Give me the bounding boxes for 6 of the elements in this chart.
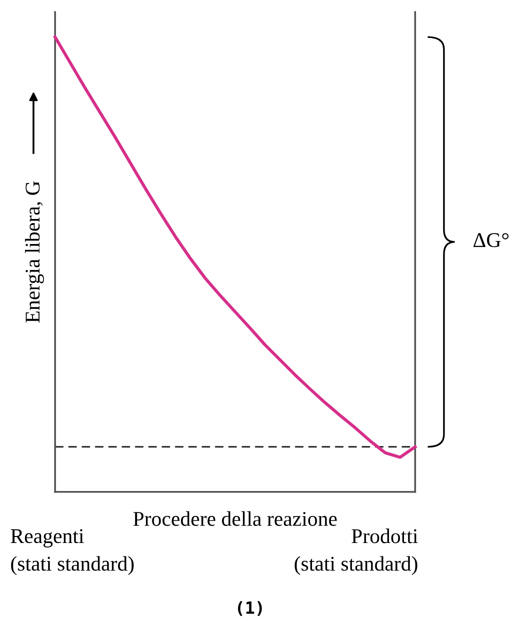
text: (1) [238,601,262,616]
text: Prodotti (stati standard) [294,528,418,576]
y-axis-title: Energia libera, G [25,181,44,323]
text: Reagenti (stati standard) [10,529,134,576]
text: ΔG° [474,233,509,248]
x-axis-title: Procedere della reazione [133,511,337,526]
